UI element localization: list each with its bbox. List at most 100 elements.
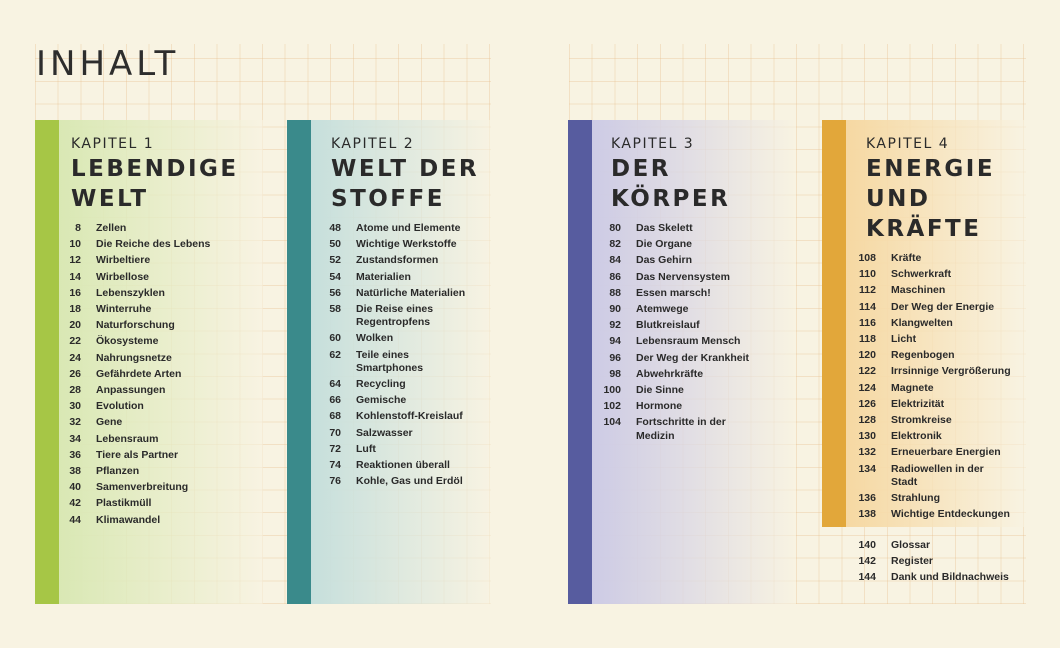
page-number: 96	[609, 351, 621, 364]
page-number: 84	[609, 254, 621, 267]
chapter-bar	[287, 120, 311, 604]
entry-title: Salzwasser	[356, 426, 413, 439]
entry-title: Samenverbreitung	[96, 481, 189, 494]
entry-title: Luft	[356, 442, 376, 455]
toc-entry: 16 Lebenszyklen	[57, 287, 239, 300]
page-number: 62	[329, 348, 341, 361]
entry-title: Radiowellen in der Stadt	[891, 462, 984, 488]
entry-title: Essen marsch!	[636, 286, 711, 299]
toc-entry: 72 Luft	[317, 443, 479, 456]
page-number: 88	[609, 286, 621, 299]
entry-title: Die Reise eines Regentropfens	[356, 303, 434, 329]
entry-title: Licht	[891, 333, 917, 346]
entry-title: Die Sinne	[636, 384, 684, 397]
page-number: 28	[69, 384, 81, 397]
toc-entry: 42 Plastikmüll	[57, 497, 239, 510]
toc-entry: 110 Schwerkraft	[852, 268, 1011, 281]
entry-title: Elektronik	[891, 430, 942, 443]
toc-entry: 56 Natürliche Materialien	[317, 287, 479, 300]
toc-entry: 138 Wichtige Entdeckungen	[852, 508, 1011, 521]
entry-title: Klangwelten	[891, 316, 953, 329]
chapter-column: KAPITEL 1 LEBENDIGE WELT 8 Zellen 10 Die Reic…	[57, 136, 239, 530]
page-number: 134	[858, 462, 876, 475]
entry-title: Der Weg der Krankheit	[636, 351, 750, 364]
toc-entry: 62 Teile eines Smartphones	[317, 349, 479, 375]
chapter-bar	[822, 120, 846, 527]
toc-entry: 18 Winterruhe	[57, 303, 239, 316]
toc-entry: 24 Nahrungsnetze	[57, 352, 239, 365]
entry-title: Nahrungsnetze	[96, 351, 172, 364]
chapter-label: KAPITEL 3	[611, 136, 695, 152]
toc-entry: 82 Die Organe	[597, 238, 749, 251]
entry-title: Lebensraum Mensch	[636, 335, 741, 348]
page-number: 68	[329, 410, 341, 423]
page-number: 116	[859, 316, 876, 329]
toc-entry: 86 Das Nervensystem	[597, 271, 749, 284]
entry-title: Anpassungen	[96, 384, 166, 397]
toc-entry: 54 Materialien	[317, 271, 479, 284]
toc-entry: 60 Wolken	[317, 332, 479, 345]
page-number: 10	[69, 238, 81, 251]
page-number: 34	[69, 432, 81, 445]
entry-title: Blutkreislauf	[636, 319, 700, 332]
page-number: 26	[69, 367, 81, 380]
entry-title: Wirbellose	[96, 270, 150, 283]
entry-title: Ökosysteme	[96, 335, 159, 348]
page-number: 50	[329, 238, 341, 251]
page-number: 128	[858, 414, 876, 427]
page-number: 8	[75, 222, 81, 234]
chapter-title: WELT DER STOFFE	[331, 156, 480, 212]
entry-title: Pflanzen	[96, 465, 140, 478]
toc-entry: 134 Radiowellen in der Stadt	[852, 463, 1011, 489]
toc-entry: 120 Regenbogen	[852, 349, 1011, 362]
page-number: 102	[603, 400, 621, 413]
toc-entry: 102 Hormone	[597, 400, 749, 413]
toc-entry: 114 Der Weg der Energie	[852, 301, 1011, 314]
page-number: 122	[858, 365, 876, 378]
entry-title: Zellen	[96, 222, 127, 234]
toc-entry: 36 Tiere als Partner	[57, 449, 239, 462]
page-number: 38	[69, 465, 81, 478]
toc-entry: 104 Fortschritte in der Medizin	[597, 416, 749, 442]
page-number: 18	[69, 303, 81, 316]
toc-entry: 34 Lebensraum	[57, 433, 239, 446]
toc-entry: 108 Kräfte	[852, 252, 1011, 265]
toc-entry: 76 Kohle, Gas und Erdöl	[317, 475, 479, 488]
page-number: 112	[859, 284, 876, 297]
entry-title: Fortschritte in der Medizin	[636, 416, 726, 442]
entry-title: Kohlenstoff-Kreislauf	[356, 410, 463, 423]
entry-title: Die Organe	[636, 238, 693, 251]
page-number: 66	[329, 394, 341, 407]
toc-entry: 20 Naturforschung	[57, 319, 239, 332]
page-number: 54	[329, 270, 341, 283]
page-number: 60	[329, 332, 341, 345]
toc-entry: 12 Wirbeltiere	[57, 254, 239, 267]
chapter-column: KAPITEL 2 WELT DER STOFFE 48 Atome und Elem…	[317, 136, 479, 491]
entry-title: Schwerkraft	[891, 268, 952, 281]
entry-title: Lebensraum	[96, 432, 159, 445]
page-number: 70	[329, 426, 341, 439]
entry-title: Atemwege	[636, 303, 689, 316]
page-number: 52	[329, 254, 341, 267]
entry-title: Materialien	[356, 270, 411, 283]
title: INHALT	[36, 44, 180, 84]
toc-entry: 80 Das Skelett	[597, 222, 749, 235]
toc-entry: 40 Samenverbreitung	[57, 481, 239, 494]
chapter-column: KAPITEL 4 ENERGIE UND KRÄFTE 108 Kräfte 110 S…	[852, 136, 1011, 524]
toc-entry: 88 Essen marsch!	[597, 287, 749, 300]
toc-entry: 14 Wirbellose	[57, 271, 239, 284]
entry-title: Kohle, Gas und Erdöl	[356, 475, 463, 488]
page-number: 56	[329, 286, 341, 299]
toc-entry: 98 Abwehrkräfte	[597, 368, 749, 381]
toc-entry: 124 Magnete	[852, 382, 1011, 395]
toc-entry: 50 Wichtige Werkstoffe	[317, 238, 479, 251]
chapter-panel	[592, 120, 796, 604]
chapter-bar	[35, 120, 59, 604]
page-number: 20	[69, 319, 81, 332]
page-number: 36	[69, 448, 81, 461]
chapter-title: LEBENDIGE WELT	[71, 156, 239, 212]
page-number: 44	[69, 513, 81, 526]
toc-entry: 32 Gene	[57, 416, 239, 429]
page-number: 90	[609, 303, 621, 316]
